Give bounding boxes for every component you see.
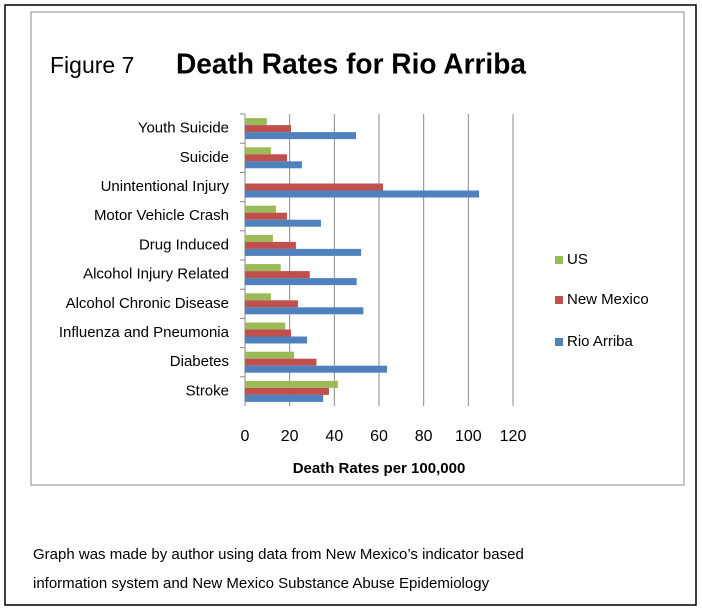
- bar: [245, 351, 295, 359]
- bar: [245, 190, 480, 198]
- y-tick-label: Diabetes: [170, 353, 229, 370]
- legend-swatch: [555, 338, 563, 346]
- bar: [245, 307, 364, 315]
- y-tick-label: Alcohol Injury Related: [83, 266, 229, 283]
- x-tick-label: 120: [500, 428, 527, 445]
- bar: [245, 394, 324, 402]
- chart-frame: [30, 11, 685, 486]
- x-axis-title: Death Rates per 100,000: [293, 460, 466, 477]
- bar: [245, 329, 292, 337]
- bar: [245, 205, 277, 213]
- y-tick-label: Drug Induced: [139, 236, 229, 253]
- bar: [245, 322, 286, 330]
- x-tick-label: 60: [370, 428, 388, 445]
- bar: [245, 132, 356, 140]
- caption-line: information system and New Mexico Substa…: [33, 575, 490, 592]
- bar: [245, 248, 362, 256]
- figure-label: Figure 7: [50, 52, 134, 78]
- bar: [245, 234, 273, 242]
- y-tick-label: Youth Suicide: [138, 120, 229, 137]
- y-tick-label: Alcohol Chronic Disease: [66, 295, 229, 312]
- y-tick-label: Unintentional Injury: [101, 178, 230, 195]
- legend-label: New Mexico: [567, 291, 649, 308]
- bar: [245, 154, 287, 162]
- chart-title: Death Rates for Rio Arriba: [176, 49, 527, 81]
- caption-line: Graph was made by author using data from…: [33, 546, 524, 563]
- bar: [245, 264, 281, 272]
- x-tick-label: 20: [281, 428, 299, 445]
- bar: [245, 278, 357, 286]
- bar: [245, 358, 317, 366]
- x-tick-label: 80: [415, 428, 433, 445]
- bar: [245, 212, 287, 220]
- x-tick-label: 100: [455, 428, 482, 445]
- bar: [245, 271, 310, 279]
- bar: [245, 241, 296, 249]
- outer-frame: [4, 4, 697, 606]
- bar: [245, 147, 271, 155]
- bar: [245, 118, 267, 126]
- y-tick-label: Motor Vehicle Crash: [94, 207, 229, 224]
- bar: [245, 219, 321, 227]
- bar: [245, 336, 308, 344]
- x-tick-label: 40: [325, 428, 343, 445]
- y-tick-label: Suicide: [180, 149, 229, 166]
- x-tick-label: 0: [241, 428, 250, 445]
- bar: [245, 125, 292, 133]
- legend-swatch: [555, 296, 563, 304]
- y-tick-label: Stroke: [186, 382, 229, 399]
- y-tick-label: Influenza and Pneumonia: [59, 324, 230, 341]
- legend-label: US: [567, 251, 588, 268]
- bar: [245, 380, 338, 388]
- bar: [245, 387, 329, 395]
- bar: [245, 293, 271, 301]
- bar: [245, 300, 298, 308]
- bar: [245, 365, 388, 373]
- bar: [245, 161, 302, 169]
- bar: [245, 183, 384, 191]
- legend-swatch: [555, 256, 563, 264]
- legend-label: Rio Arriba: [567, 333, 634, 350]
